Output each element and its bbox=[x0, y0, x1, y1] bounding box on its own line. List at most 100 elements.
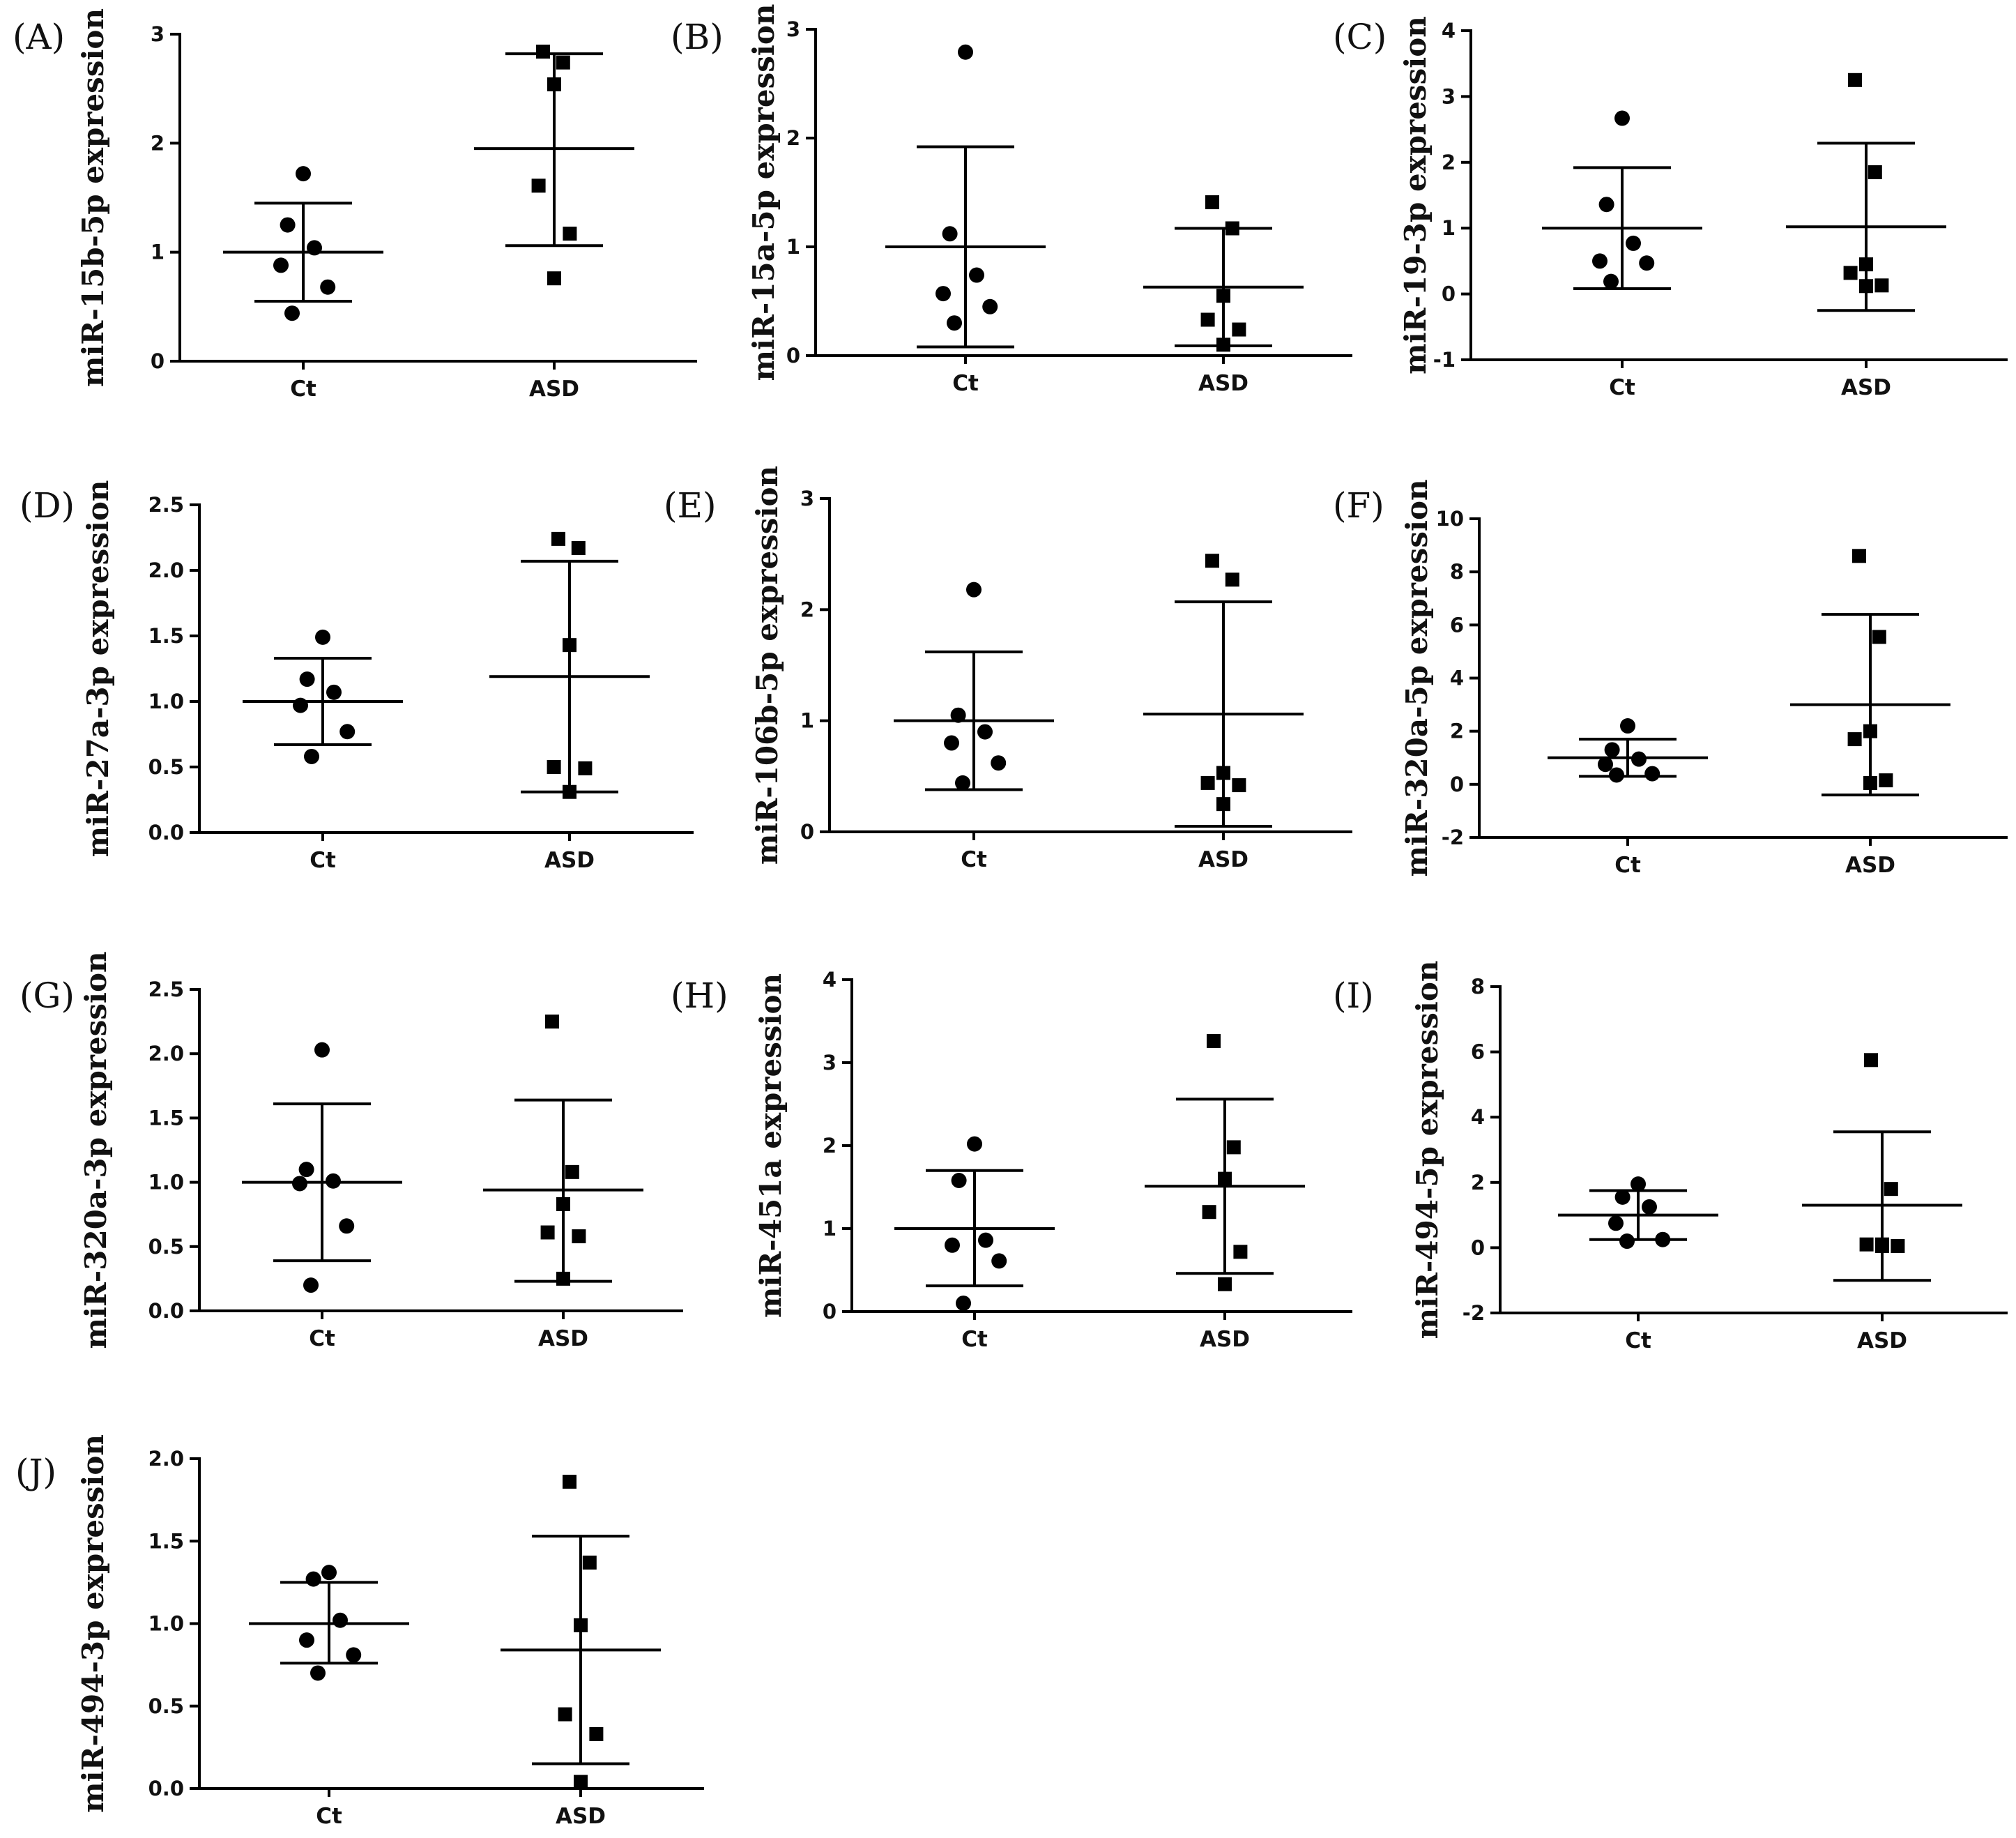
ct-data-point bbox=[299, 671, 315, 688]
y-tick-label: 1.0 bbox=[148, 1171, 184, 1194]
ct-data-point bbox=[1603, 273, 1619, 289]
panel-letter: (B) bbox=[671, 17, 724, 57]
x-category-label: ASD bbox=[1200, 1327, 1250, 1352]
x-category-label: ASD bbox=[529, 377, 579, 402]
asd-data-point bbox=[1216, 797, 1230, 812]
asd-data-point bbox=[1859, 1237, 1874, 1252]
ct-data-point bbox=[944, 735, 959, 751]
y-tick-label: 4 bbox=[823, 968, 837, 992]
panel-letter: (D) bbox=[20, 485, 75, 526]
panel-letter: (J) bbox=[15, 1452, 56, 1492]
asd-data-point bbox=[563, 784, 576, 799]
ct-data-point bbox=[273, 257, 289, 273]
asd-data-point bbox=[1200, 312, 1215, 327]
y-tick-label: 0.0 bbox=[148, 821, 184, 844]
asd-data-point bbox=[1225, 221, 1239, 236]
x-category-label: ASD bbox=[1841, 375, 1891, 400]
y-tick-label: 3 bbox=[786, 17, 800, 41]
ct-data-point bbox=[1631, 751, 1647, 767]
asd-data-point bbox=[1216, 766, 1230, 780]
x-category-label: Ct bbox=[952, 371, 979, 396]
ct-data-point bbox=[977, 724, 993, 740]
y-tick-label: 6 bbox=[1450, 613, 1464, 637]
ct-data-point bbox=[299, 1632, 314, 1648]
x-category-label: ASD bbox=[556, 1804, 606, 1829]
asd-data-point bbox=[1847, 732, 1862, 747]
x-category-label: ASD bbox=[1845, 853, 1895, 878]
y-tick-label: 3 bbox=[800, 487, 814, 510]
chart-panel-f: (F) miR-320a-5p expression -2 0 2 4 6 8 10 Ct ASD bbox=[1333, 479, 2008, 878]
x-category-label: Ct bbox=[309, 1326, 335, 1351]
asd-data-point bbox=[1868, 165, 1882, 179]
y-tick-label: 0 bbox=[1471, 1236, 1485, 1259]
asd-data-point bbox=[1232, 322, 1246, 337]
y-tick-label: 0 bbox=[151, 349, 165, 373]
asd-data-point bbox=[1864, 1053, 1878, 1068]
y-axis-label: miR-494-3p expression bbox=[76, 1434, 110, 1813]
x-category-label: ASD bbox=[538, 1326, 588, 1351]
x-category-label: ASD bbox=[1198, 847, 1248, 872]
y-tick-label: 1 bbox=[800, 709, 814, 733]
asd-data-point bbox=[1207, 1034, 1221, 1049]
y-tick-label: 2 bbox=[800, 598, 814, 621]
y-tick-label: 0.5 bbox=[148, 1694, 184, 1718]
asd-data-point bbox=[563, 638, 576, 653]
ct-data-point bbox=[1631, 1176, 1646, 1192]
x-category-label: Ct bbox=[1625, 1328, 1651, 1353]
ct-data-point bbox=[991, 755, 1007, 771]
asd-data-point bbox=[1225, 572, 1239, 587]
asd-data-point bbox=[545, 1015, 559, 1029]
asd-data-point bbox=[1859, 279, 1873, 294]
y-tick-label: 2.5 bbox=[148, 978, 184, 1001]
ct-data-point bbox=[293, 697, 308, 713]
ct-data-point bbox=[1614, 1189, 1631, 1205]
ct-data-point bbox=[1619, 1233, 1635, 1250]
asd-data-point bbox=[1216, 289, 1230, 303]
y-tick-label: 2.5 bbox=[148, 493, 184, 517]
asd-data-point bbox=[1859, 257, 1873, 272]
y-tick-label: 2.0 bbox=[148, 1447, 184, 1471]
chart-panel-b: (B) miR-15a-5p expression 0 1 2 3 Ct ASD bbox=[671, 4, 1352, 396]
x-category-label: Ct bbox=[316, 1804, 342, 1829]
y-tick-label: 0.0 bbox=[148, 1299, 184, 1323]
y-tick-label: 0.5 bbox=[148, 1235, 184, 1259]
asd-data-point bbox=[1218, 1277, 1232, 1291]
asd-data-point bbox=[589, 1726, 604, 1741]
ct-data-point bbox=[951, 1172, 967, 1188]
x-category-label: ASD bbox=[544, 848, 595, 873]
ct-data-point bbox=[307, 240, 322, 256]
ct-data-point bbox=[978, 1232, 993, 1248]
y-axis-label: miR-320a-3p expression bbox=[79, 951, 113, 1349]
ct-data-point bbox=[958, 44, 973, 60]
ct-data-point bbox=[1592, 253, 1608, 269]
asd-data-point bbox=[558, 1707, 572, 1722]
asd-data-point bbox=[1884, 1182, 1898, 1197]
asd-data-point bbox=[1226, 1140, 1241, 1155]
ct-data-point bbox=[303, 1277, 319, 1293]
panel-letter: (F) bbox=[1333, 485, 1384, 526]
y-tick-label: 1.5 bbox=[148, 1529, 184, 1553]
ct-data-point bbox=[942, 226, 958, 242]
ct-data-point bbox=[1620, 718, 1635, 734]
ct-data-point bbox=[304, 748, 319, 764]
asd-data-point bbox=[1848, 73, 1862, 87]
y-tick-label: 1 bbox=[1442, 216, 1456, 240]
ct-data-point bbox=[305, 1571, 321, 1587]
y-tick-label: 2 bbox=[1450, 720, 1464, 743]
ct-data-point bbox=[296, 166, 311, 182]
chart-panel-e: (E) miR-106b-5p expression 0 1 2 3 Ct ASD bbox=[664, 466, 1352, 872]
y-axis-label: miR-19-3p expression bbox=[1398, 16, 1433, 374]
ct-data-point bbox=[292, 1176, 307, 1192]
ct-data-point bbox=[339, 724, 356, 740]
asd-data-point bbox=[1874, 278, 1889, 293]
y-tick-label: 4 bbox=[1471, 1105, 1485, 1129]
asd-data-point bbox=[1843, 266, 1858, 280]
ct-data-point bbox=[326, 1173, 341, 1189]
y-tick-label: 6 bbox=[1471, 1040, 1485, 1064]
ct-data-point bbox=[945, 1237, 960, 1253]
y-tick-label: 1 bbox=[786, 235, 800, 259]
asd-data-point bbox=[563, 227, 577, 241]
y-tick-label: 8 bbox=[1471, 975, 1485, 998]
asd-data-point bbox=[1863, 724, 1877, 738]
x-category-label: Ct bbox=[961, 1327, 988, 1352]
